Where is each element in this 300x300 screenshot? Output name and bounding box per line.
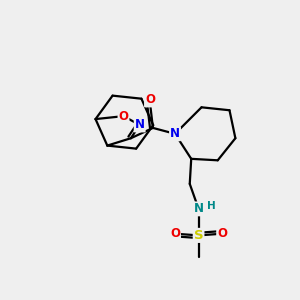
Text: O: O xyxy=(118,110,128,123)
Text: N: N xyxy=(135,118,145,131)
Text: N: N xyxy=(194,202,204,215)
Text: H: H xyxy=(207,201,216,211)
Text: O: O xyxy=(217,227,227,240)
Text: O: O xyxy=(145,93,155,106)
Text: N: N xyxy=(170,127,180,140)
Text: S: S xyxy=(194,229,203,242)
Text: O: O xyxy=(170,227,180,240)
